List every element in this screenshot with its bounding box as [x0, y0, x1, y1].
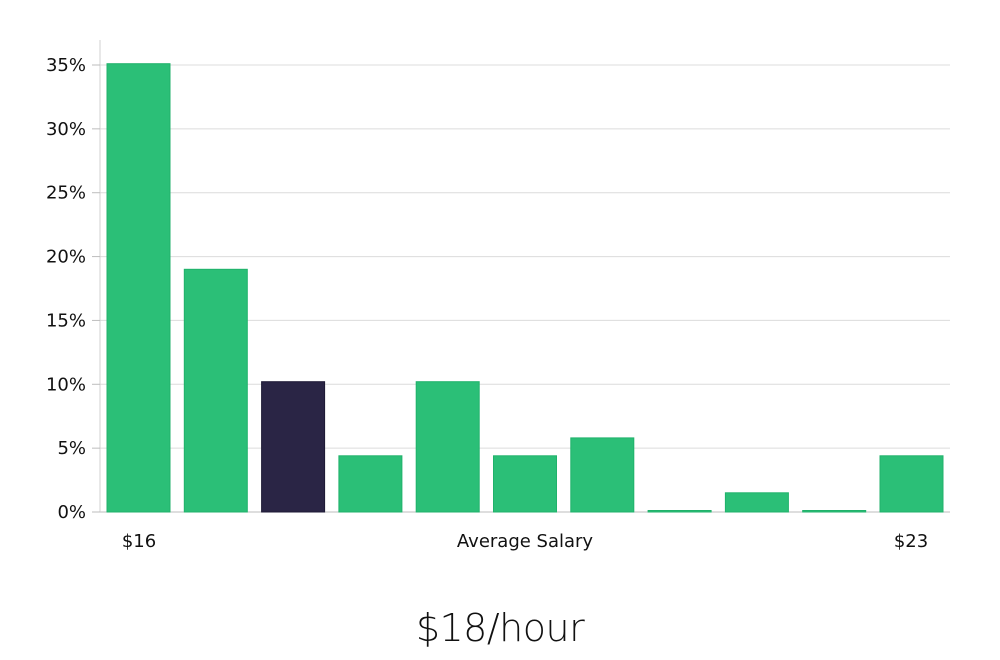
bar	[879, 455, 944, 513]
bar	[724, 492, 789, 513]
bar	[493, 455, 557, 513]
bar	[338, 455, 403, 513]
bar	[570, 437, 635, 513]
bar	[106, 63, 171, 513]
x-axis-title: Average Salary	[457, 531, 594, 552]
x-label-right: $23	[894, 531, 928, 552]
bar-highlighted	[261, 381, 326, 513]
y-tick-label: 30%	[46, 119, 86, 140]
y-tick-label: 0%	[57, 502, 86, 523]
y-tick-labels: 0% 5% 10% 15% 20% 25% 30% 35%	[46, 55, 100, 523]
average-rate-headline: $18/hour	[415, 606, 585, 650]
y-tick-label: 20%	[46, 247, 86, 268]
bar	[183, 268, 248, 513]
y-tick-label: 15%	[46, 310, 86, 331]
x-label-left: $16	[122, 531, 156, 552]
y-tick-label: 5%	[57, 438, 86, 459]
bar	[802, 510, 867, 513]
bars	[106, 63, 944, 513]
salary-histogram: 0% 5% 10% 15% 20% 25% 30% 35% $16 Average Salar…	[46, 40, 950, 552]
y-tick-label: 25%	[46, 183, 86, 204]
y-tick-label: 10%	[46, 374, 86, 395]
y-tick-label: 35%	[46, 55, 86, 76]
bar	[647, 510, 712, 513]
bar	[415, 381, 480, 513]
